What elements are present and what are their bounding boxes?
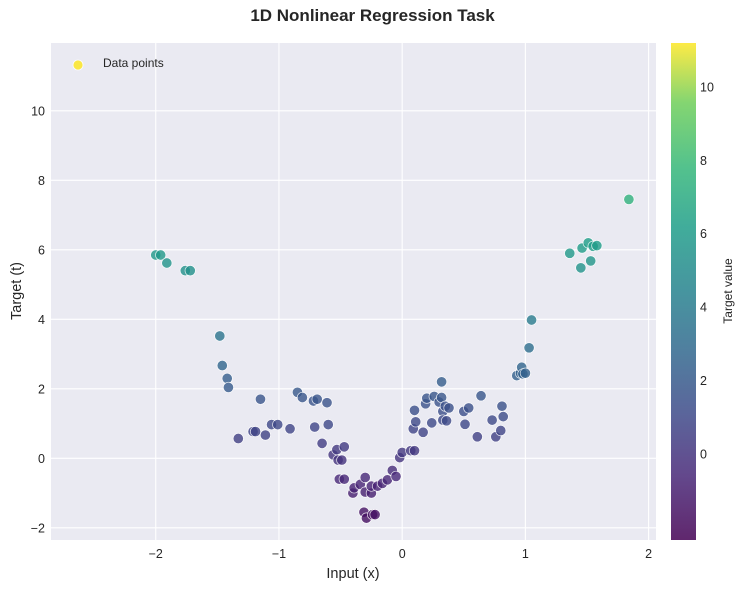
- data-point: [321, 397, 333, 409]
- y-tick-label: 10: [31, 104, 45, 118]
- data-point: [272, 419, 284, 431]
- data-point: [249, 426, 262, 438]
- y-axis-ticks: −2 0 2 4 6 8 10: [31, 104, 45, 535]
- x-axis-ticks: −2 −1 0 1 2: [149, 547, 653, 561]
- data-point: [408, 445, 421, 457]
- data-point: [338, 473, 350, 485]
- data-point: [564, 247, 576, 259]
- y-tick-label: −2: [31, 521, 45, 535]
- data-point: [222, 381, 234, 393]
- data-point: [311, 393, 323, 405]
- data-point: [322, 419, 334, 431]
- data-point: [216, 359, 228, 372]
- x-tick-label: −2: [149, 547, 163, 561]
- data-point: [440, 415, 453, 427]
- data-point: [486, 414, 498, 426]
- colorbar-ticks: 0 2 4 6 8 10: [700, 81, 714, 462]
- data-point: [390, 470, 402, 482]
- legend: Data points: [72, 56, 164, 71]
- plot-area: [51, 43, 656, 540]
- x-axis-label: Input (x): [326, 566, 379, 582]
- data-point: [408, 404, 421, 416]
- data-point: [591, 240, 603, 252]
- data-point: [296, 391, 308, 404]
- data-point: [338, 441, 350, 453]
- y-tick-label: 8: [38, 174, 45, 188]
- colorbar-tick-label: 0: [700, 447, 707, 461]
- data-point: [475, 390, 487, 402]
- data-point: [436, 376, 448, 388]
- y-tick-label: 0: [38, 452, 45, 466]
- data-point: [417, 426, 429, 438]
- data-point: [184, 265, 196, 277]
- legend-marker-icon: [72, 59, 84, 71]
- data-point: [254, 393, 267, 405]
- y-tick-label: 4: [38, 313, 45, 327]
- colorbar-label: Target value: [721, 258, 735, 324]
- x-tick-label: 1: [522, 547, 529, 561]
- data-point: [525, 314, 538, 326]
- data-point: [459, 418, 471, 430]
- colorbar-tick-label: 8: [700, 154, 707, 168]
- data-point: [284, 423, 296, 435]
- chart-title: 1D Nonlinear Regression Task: [250, 6, 495, 25]
- data-point: [359, 471, 371, 483]
- data-point: [623, 193, 635, 205]
- data-point: [309, 421, 321, 433]
- data-point: [495, 424, 507, 437]
- y-tick-label: 6: [38, 243, 45, 257]
- data-points: [150, 193, 635, 524]
- colorbar-tick-label: 10: [700, 81, 714, 95]
- y-axis-label: Target (t): [9, 262, 25, 320]
- data-point: [214, 330, 226, 342]
- data-point: [426, 417, 438, 429]
- data-point: [496, 400, 508, 412]
- colorbar: 0 2 4 6 8 10 Target value: [671, 43, 735, 540]
- data-point: [575, 262, 587, 274]
- data-point: [259, 429, 271, 441]
- data-point: [497, 411, 509, 423]
- colorbar-tick-label: 2: [700, 374, 707, 388]
- x-tick-label: 0: [399, 547, 406, 561]
- legend-label: Data points: [103, 56, 164, 70]
- colorbar-gradient: [671, 43, 696, 540]
- data-point: [443, 402, 455, 414]
- data-point: [155, 249, 167, 261]
- data-point: [519, 367, 531, 379]
- data-point: [585, 255, 597, 267]
- x-tick-label: 2: [645, 547, 652, 561]
- colorbar-tick-label: 6: [700, 227, 707, 241]
- data-point: [463, 402, 475, 414]
- data-point: [523, 342, 535, 354]
- colorbar-tick-label: 4: [700, 301, 707, 315]
- data-point: [369, 509, 381, 521]
- data-point: [471, 431, 483, 443]
- y-tick-label: 2: [38, 382, 45, 396]
- data-point: [232, 432, 244, 445]
- data-point: [410, 416, 422, 428]
- x-tick-label: −1: [272, 547, 286, 561]
- data-point: [161, 257, 173, 269]
- data-point: [316, 437, 328, 449]
- data-point: [336, 454, 348, 466]
